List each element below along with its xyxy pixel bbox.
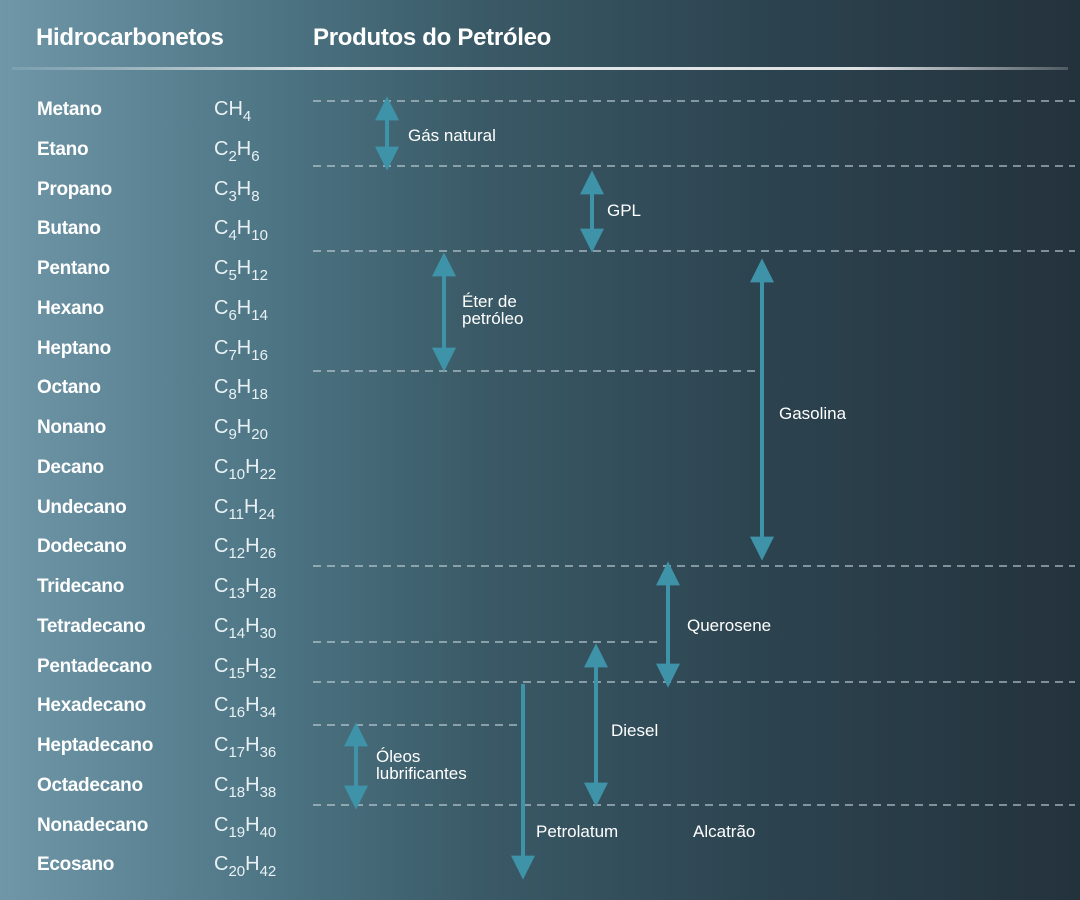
header-petroleum-products: Produtos do Petróleo bbox=[313, 24, 552, 51]
header-divider bbox=[12, 67, 1068, 70]
hydrocarbon-formula: C4H10C4H10 bbox=[214, 217, 268, 245]
hydrocarbon-name: Octano bbox=[37, 377, 101, 399]
product-label-gasolina: Gasolina bbox=[779, 404, 847, 423]
hydrocarbon-name: Propano bbox=[37, 178, 112, 200]
hydrocarbon-name: Pentano bbox=[37, 258, 110, 279]
hydrocarbon-name: Etano bbox=[37, 138, 89, 160]
hydrocarbon-name: Butano bbox=[37, 218, 101, 240]
product-label-alcatrao: Alcatrão bbox=[693, 822, 755, 841]
hydrocarbon-formula: C20H42C20H42 bbox=[214, 853, 277, 881]
product-label-gas-natural: Gás natural bbox=[408, 126, 496, 145]
hydrocarbon-formula: C18H38C18H38 bbox=[214, 773, 277, 801]
product-label-eter-de-petroleo: Éter de bbox=[462, 292, 517, 311]
product-label-oleos-lubrificantes: Óleos bbox=[376, 747, 420, 766]
hydrocarbon-formula: C6H14C6H14 bbox=[214, 296, 268, 324]
product-label-oleos-lubrificantes: lubrificantes bbox=[376, 764, 467, 783]
hydrocarbon-formula: C19H40C19H40 bbox=[214, 813, 277, 841]
hydrocarbon-formula: C11H24C11H24 bbox=[214, 495, 276, 523]
hydrocarbon-formula: C15H32C15H32 bbox=[214, 654, 277, 682]
product-label-diesel: Diesel bbox=[611, 721, 658, 740]
product-label-gpl: GPL bbox=[607, 201, 641, 220]
hydrocarbon-formula: C17H36C17H36 bbox=[214, 734, 277, 761]
hydrocarbon-name: Ecosano bbox=[37, 854, 115, 876]
hydrocarbon-formula: C12H26C12H26 bbox=[214, 535, 277, 563]
hydrocarbon-name: Undecano bbox=[37, 496, 127, 518]
hydrocarbon-name: Nonadecano bbox=[37, 814, 149, 836]
hydrocarbon-name: Tetradecano bbox=[37, 615, 146, 637]
product-label-petrolatum: Petrolatum bbox=[536, 822, 618, 841]
hydrocarbon-name: Heptano bbox=[37, 337, 111, 359]
hydrocarbon-formula: C13H28C13H28 bbox=[214, 575, 277, 602]
hydrocarbon-name: Metano bbox=[37, 99, 102, 120]
hydrocarbon-formula: C2H6C2H6 bbox=[214, 137, 260, 165]
hydrocarbon-name: Nonano bbox=[37, 417, 106, 438]
hydrocarbon-name: Hexano bbox=[37, 297, 104, 319]
hydrocarbon-name: Decano bbox=[37, 456, 104, 478]
hydrocarbon-name: Dodecano bbox=[37, 536, 127, 558]
hydrocarbon-name: Tridecano bbox=[37, 576, 125, 597]
hydrocarbon-formula: C7H16C7H16 bbox=[214, 336, 268, 364]
hydrocarbon-name: Heptadecano bbox=[37, 735, 154, 756]
hydrocarbon-name: Pentadecano bbox=[37, 655, 152, 677]
hydrocarbon-formula: C10H22C10H22 bbox=[214, 455, 277, 483]
hydrocarbon-formula: C5H12C5H12 bbox=[214, 257, 268, 284]
hydrocarbon-formula: C3H8C3H8 bbox=[214, 177, 260, 205]
hydrocarbon-formula: CH4CH4 bbox=[214, 98, 252, 125]
hydrocarbon-formula: C16H34C16H34 bbox=[214, 694, 277, 722]
hydrocarbon-formula: C14H30C14H30 bbox=[214, 614, 277, 642]
product-label-querosene: Querosene bbox=[687, 616, 771, 635]
product-label-eter-de-petroleo: petróleo bbox=[462, 309, 523, 328]
hydrocarbon-name: Hexadecano bbox=[37, 695, 146, 717]
hydrocarbon-formula: C9H20C9H20 bbox=[214, 416, 268, 443]
header-hydrocarbons: Hidrocarbonetos bbox=[36, 24, 224, 51]
hydrocarbon-formula: C8H18C8H18 bbox=[214, 376, 268, 404]
hydrocarbon-name: Octadecano bbox=[37, 774, 143, 796]
